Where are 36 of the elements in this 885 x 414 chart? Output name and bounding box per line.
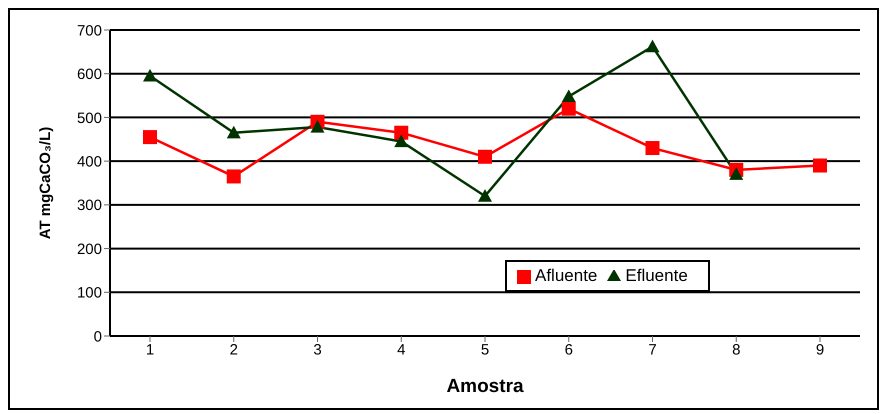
x-tick-label: 2: [230, 342, 238, 359]
point: [394, 126, 408, 140]
x-tick-label: 4: [397, 342, 406, 359]
point: [562, 102, 576, 116]
point: [478, 150, 492, 164]
y-tick-label: 300: [76, 197, 102, 214]
point: [813, 158, 827, 173]
x-tick-label: 8: [732, 342, 740, 359]
point: [562, 89, 576, 102]
y-tick-label: 400: [76, 153, 102, 170]
y-tick-label: 700: [76, 22, 102, 40]
y-tick-label: 500: [76, 110, 102, 127]
point: [729, 167, 744, 180]
point: [646, 40, 660, 52]
x-tick-label: 1: [146, 342, 154, 359]
legend-label: Afluente: [535, 266, 598, 285]
x-tick-label: 9: [816, 342, 824, 359]
point: [310, 120, 324, 133]
point: [478, 189, 492, 202]
point: [226, 169, 241, 184]
point: [394, 134, 408, 148]
x-tick-label: 3: [313, 342, 322, 359]
y-tick-label: 600: [76, 66, 102, 84]
x-tick-label: 7: [648, 342, 657, 359]
x-axis-title: Amostra: [446, 376, 524, 397]
y-tick-label: 100: [76, 284, 102, 302]
x-tick-label: 6: [564, 342, 573, 359]
point: [226, 126, 241, 138]
point: [646, 141, 660, 156]
y-axis-title: AT mgCaCO₃/L): [37, 126, 54, 240]
legend-label: Efluente: [625, 266, 688, 285]
x-tick-label: 5: [480, 342, 490, 359]
y-tick-label: 200: [76, 240, 102, 258]
y-tick-label: 0: [94, 328, 102, 346]
point: [143, 68, 157, 82]
point: [143, 130, 157, 144]
